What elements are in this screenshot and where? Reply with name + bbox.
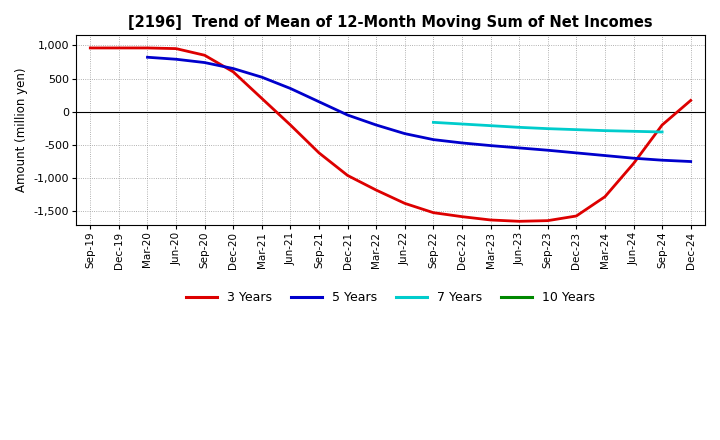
Y-axis label: Amount (million yen): Amount (million yen): [15, 68, 28, 192]
Title: [2196]  Trend of Mean of 12-Month Moving Sum of Net Incomes: [2196] Trend of Mean of 12-Month Moving …: [128, 15, 653, 30]
Legend: 3 Years, 5 Years, 7 Years, 10 Years: 3 Years, 5 Years, 7 Years, 10 Years: [181, 286, 600, 309]
